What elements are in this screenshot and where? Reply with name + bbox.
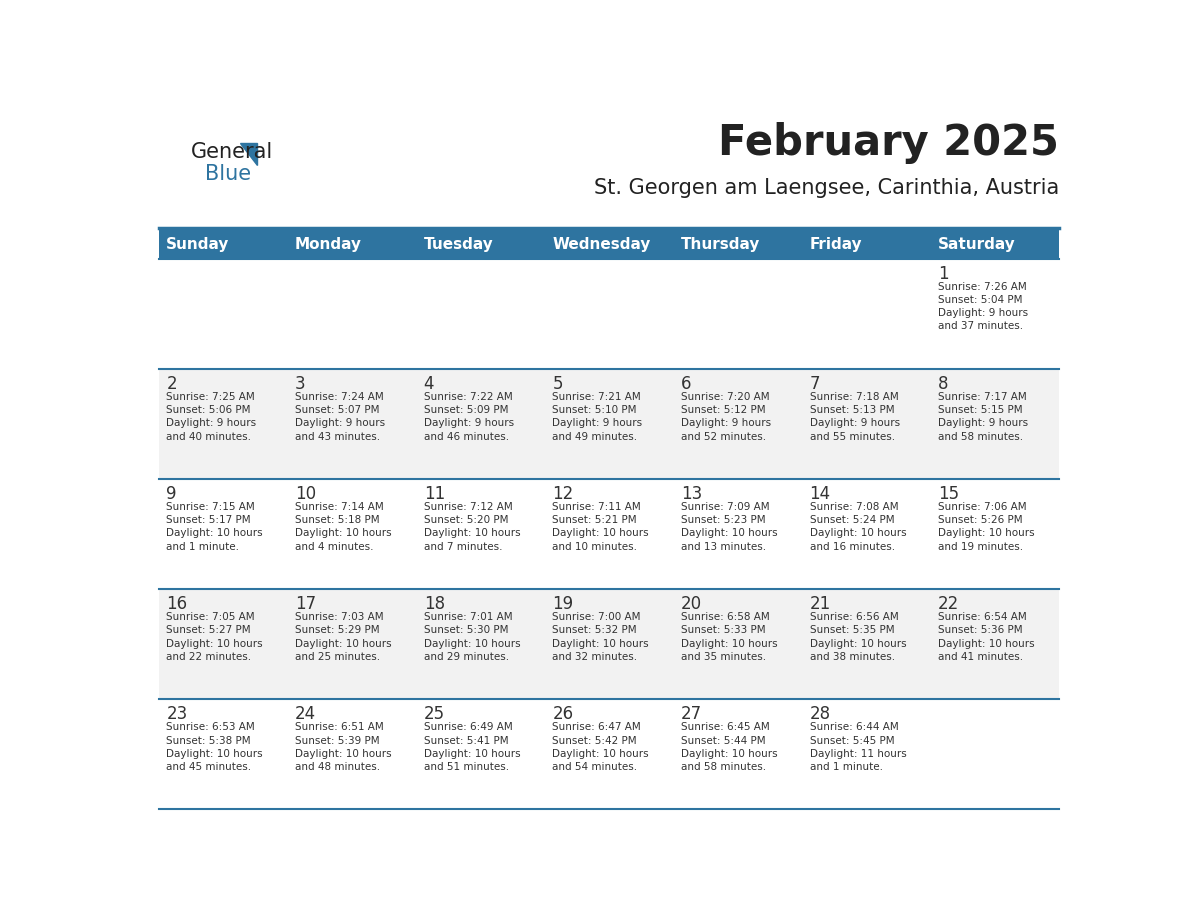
Text: Sunrise: 6:49 AM
Sunset: 5:41 PM
Daylight: 10 hours
and 51 minutes.: Sunrise: 6:49 AM Sunset: 5:41 PM Dayligh…: [424, 722, 520, 772]
Text: Sunrise: 7:08 AM
Sunset: 5:24 PM
Daylight: 10 hours
and 16 minutes.: Sunrise: 7:08 AM Sunset: 5:24 PM Dayligh…: [809, 502, 906, 552]
Text: Sunrise: 7:11 AM
Sunset: 5:21 PM
Daylight: 10 hours
and 10 minutes.: Sunrise: 7:11 AM Sunset: 5:21 PM Dayligh…: [552, 502, 649, 552]
Text: Sunrise: 6:45 AM
Sunset: 5:44 PM
Daylight: 10 hours
and 58 minutes.: Sunrise: 6:45 AM Sunset: 5:44 PM Dayligh…: [681, 722, 778, 772]
Text: 24: 24: [295, 705, 316, 723]
Bar: [158, 369, 1060, 479]
Text: Sunrise: 7:03 AM
Sunset: 5:29 PM
Daylight: 10 hours
and 25 minutes.: Sunrise: 7:03 AM Sunset: 5:29 PM Dayligh…: [295, 612, 392, 662]
Text: 16: 16: [166, 595, 188, 613]
Text: Thursday: Thursday: [681, 237, 760, 252]
Text: Sunrise: 6:47 AM
Sunset: 5:42 PM
Daylight: 10 hours
and 54 minutes.: Sunrise: 6:47 AM Sunset: 5:42 PM Dayligh…: [552, 722, 649, 772]
Text: Sunrise: 7:15 AM
Sunset: 5:17 PM
Daylight: 10 hours
and 1 minute.: Sunrise: 7:15 AM Sunset: 5:17 PM Dayligh…: [166, 502, 263, 552]
Text: Sunrise: 7:20 AM
Sunset: 5:12 PM
Daylight: 9 hours
and 52 minutes.: Sunrise: 7:20 AM Sunset: 5:12 PM Dayligh…: [681, 392, 771, 442]
Text: Saturday: Saturday: [939, 237, 1016, 252]
Text: 22: 22: [939, 595, 960, 613]
Text: 19: 19: [552, 595, 574, 613]
Text: Sunday: Sunday: [166, 237, 229, 252]
Bar: [158, 230, 1060, 259]
Text: 4: 4: [424, 375, 434, 393]
Text: 3: 3: [295, 375, 305, 393]
Text: 14: 14: [809, 485, 830, 503]
Text: Monday: Monday: [295, 237, 362, 252]
Text: 11: 11: [424, 485, 444, 503]
Text: 26: 26: [552, 705, 574, 723]
Text: 10: 10: [295, 485, 316, 503]
Text: Sunrise: 6:51 AM
Sunset: 5:39 PM
Daylight: 10 hours
and 48 minutes.: Sunrise: 6:51 AM Sunset: 5:39 PM Dayligh…: [295, 722, 392, 772]
Text: St. Georgen am Laengsee, Carinthia, Austria: St. Georgen am Laengsee, Carinthia, Aust…: [594, 178, 1060, 198]
Text: 5: 5: [552, 375, 563, 393]
Text: 17: 17: [295, 595, 316, 613]
Text: Sunrise: 7:06 AM
Sunset: 5:26 PM
Daylight: 10 hours
and 19 minutes.: Sunrise: 7:06 AM Sunset: 5:26 PM Dayligh…: [939, 502, 1035, 552]
Text: 9: 9: [166, 485, 177, 503]
Text: 20: 20: [681, 595, 702, 613]
Bar: [158, 589, 1060, 700]
Text: Sunrise: 7:18 AM
Sunset: 5:13 PM
Daylight: 9 hours
and 55 minutes.: Sunrise: 7:18 AM Sunset: 5:13 PM Dayligh…: [809, 392, 899, 442]
Text: Sunrise: 7:22 AM
Sunset: 5:09 PM
Daylight: 9 hours
and 46 minutes.: Sunrise: 7:22 AM Sunset: 5:09 PM Dayligh…: [424, 392, 513, 442]
Text: 23: 23: [166, 705, 188, 723]
Text: Sunrise: 7:00 AM
Sunset: 5:32 PM
Daylight: 10 hours
and 32 minutes.: Sunrise: 7:00 AM Sunset: 5:32 PM Dayligh…: [552, 612, 649, 662]
Text: 8: 8: [939, 375, 949, 393]
Text: Sunrise: 7:05 AM
Sunset: 5:27 PM
Daylight: 10 hours
and 22 minutes.: Sunrise: 7:05 AM Sunset: 5:27 PM Dayligh…: [166, 612, 263, 662]
Text: 21: 21: [809, 595, 830, 613]
Text: Tuesday: Tuesday: [424, 237, 493, 252]
Bar: [158, 479, 1060, 589]
Text: Sunrise: 7:01 AM
Sunset: 5:30 PM
Daylight: 10 hours
and 29 minutes.: Sunrise: 7:01 AM Sunset: 5:30 PM Dayligh…: [424, 612, 520, 662]
Text: Blue: Blue: [206, 164, 251, 185]
Text: Friday: Friday: [809, 237, 862, 252]
Text: 18: 18: [424, 595, 444, 613]
Text: Sunrise: 7:17 AM
Sunset: 5:15 PM
Daylight: 9 hours
and 58 minutes.: Sunrise: 7:17 AM Sunset: 5:15 PM Dayligh…: [939, 392, 1029, 442]
Text: February 2025: February 2025: [719, 122, 1060, 163]
Text: Sunrise: 7:25 AM
Sunset: 5:06 PM
Daylight: 9 hours
and 40 minutes.: Sunrise: 7:25 AM Sunset: 5:06 PM Dayligh…: [166, 392, 257, 442]
Text: General: General: [191, 142, 273, 162]
Text: Sunrise: 7:12 AM
Sunset: 5:20 PM
Daylight: 10 hours
and 7 minutes.: Sunrise: 7:12 AM Sunset: 5:20 PM Dayligh…: [424, 502, 520, 552]
Text: Sunrise: 7:14 AM
Sunset: 5:18 PM
Daylight: 10 hours
and 4 minutes.: Sunrise: 7:14 AM Sunset: 5:18 PM Dayligh…: [295, 502, 392, 552]
Text: Sunrise: 6:53 AM
Sunset: 5:38 PM
Daylight: 10 hours
and 45 minutes.: Sunrise: 6:53 AM Sunset: 5:38 PM Dayligh…: [166, 722, 263, 772]
Text: 13: 13: [681, 485, 702, 503]
Text: 12: 12: [552, 485, 574, 503]
Text: Sunrise: 6:58 AM
Sunset: 5:33 PM
Daylight: 10 hours
and 35 minutes.: Sunrise: 6:58 AM Sunset: 5:33 PM Dayligh…: [681, 612, 778, 662]
Text: 15: 15: [939, 485, 960, 503]
Polygon shape: [240, 143, 258, 165]
Text: 25: 25: [424, 705, 444, 723]
Bar: [158, 700, 1060, 810]
Text: Sunrise: 7:09 AM
Sunset: 5:23 PM
Daylight: 10 hours
and 13 minutes.: Sunrise: 7:09 AM Sunset: 5:23 PM Dayligh…: [681, 502, 778, 552]
Text: 6: 6: [681, 375, 691, 393]
Text: Sunrise: 6:44 AM
Sunset: 5:45 PM
Daylight: 11 hours
and 1 minute.: Sunrise: 6:44 AM Sunset: 5:45 PM Dayligh…: [809, 722, 906, 772]
Text: 27: 27: [681, 705, 702, 723]
Text: 1: 1: [939, 265, 949, 283]
Text: Sunrise: 7:26 AM
Sunset: 5:04 PM
Daylight: 9 hours
and 37 minutes.: Sunrise: 7:26 AM Sunset: 5:04 PM Dayligh…: [939, 282, 1029, 331]
Bar: [158, 259, 1060, 369]
Text: 7: 7: [809, 375, 820, 393]
Text: Sunrise: 7:24 AM
Sunset: 5:07 PM
Daylight: 9 hours
and 43 minutes.: Sunrise: 7:24 AM Sunset: 5:07 PM Dayligh…: [295, 392, 385, 442]
Text: Sunrise: 6:56 AM
Sunset: 5:35 PM
Daylight: 10 hours
and 38 minutes.: Sunrise: 6:56 AM Sunset: 5:35 PM Dayligh…: [809, 612, 906, 662]
Text: Wednesday: Wednesday: [552, 237, 651, 252]
Text: 2: 2: [166, 375, 177, 393]
Text: Sunrise: 7:21 AM
Sunset: 5:10 PM
Daylight: 9 hours
and 49 minutes.: Sunrise: 7:21 AM Sunset: 5:10 PM Dayligh…: [552, 392, 643, 442]
Text: Sunrise: 6:54 AM
Sunset: 5:36 PM
Daylight: 10 hours
and 41 minutes.: Sunrise: 6:54 AM Sunset: 5:36 PM Dayligh…: [939, 612, 1035, 662]
Text: 28: 28: [809, 705, 830, 723]
